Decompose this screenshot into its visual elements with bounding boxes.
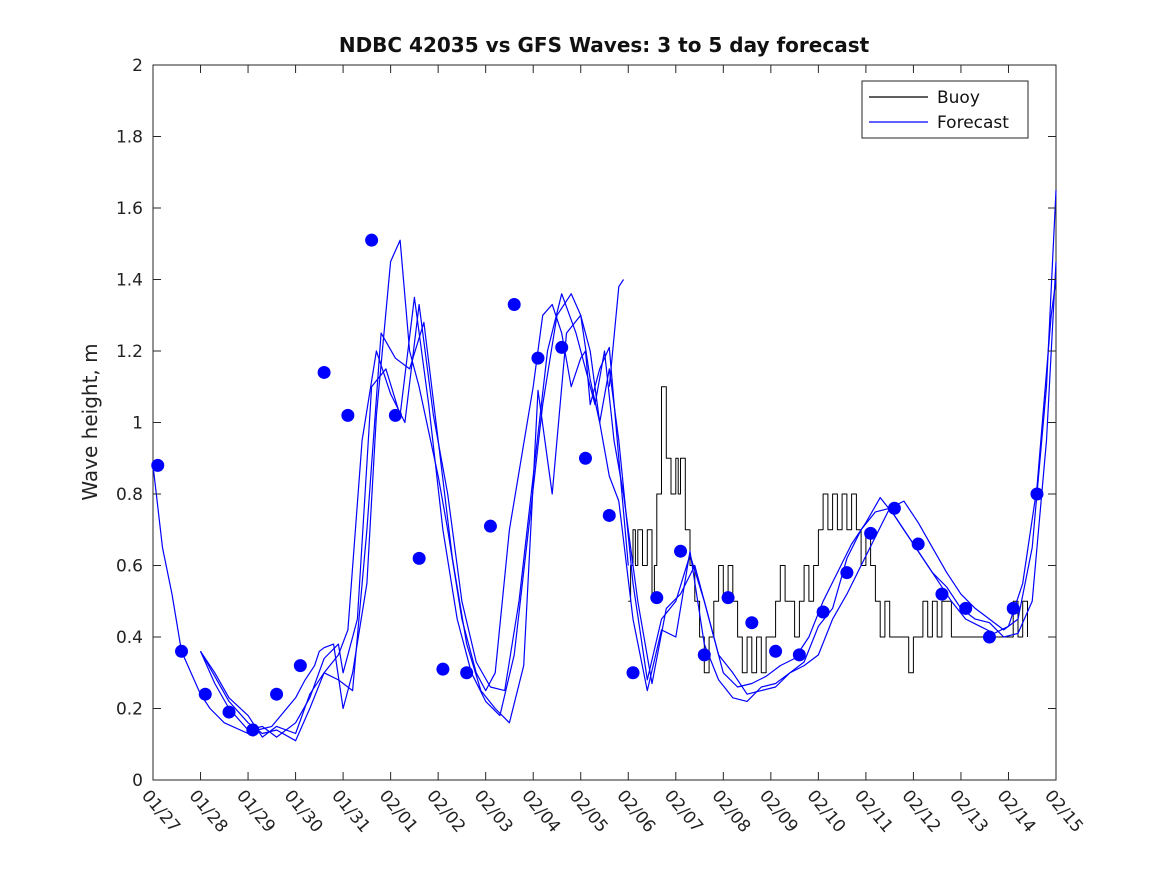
- plot-area: [152, 64, 1057, 781]
- y-tick-label: 1.8: [116, 128, 143, 148]
- forecast-point: [697, 648, 711, 662]
- forecast-point: [483, 519, 497, 533]
- forecast-point: [365, 233, 379, 247]
- marker-layer: [151, 233, 1044, 737]
- forecast-point: [1006, 601, 1020, 615]
- y-tick-label: 0: [132, 771, 143, 791]
- forecast-point: [769, 644, 783, 658]
- forecast-point: [674, 544, 688, 558]
- y-tick-label: 1: [132, 414, 143, 434]
- forecast-point: [745, 616, 759, 630]
- forecast-point: [982, 630, 996, 644]
- legend: Buoy Forecast: [861, 80, 1029, 139]
- forecast-point: [887, 501, 901, 515]
- y-tick-label: 0.8: [116, 485, 143, 505]
- forecast-series-line-2: [199, 190, 1057, 738]
- forecast-point: [911, 537, 925, 551]
- y-tick-label: 1.2: [116, 342, 143, 362]
- forecast-point: [412, 551, 426, 565]
- forecast-point: [222, 705, 236, 719]
- forecast-point: [816, 605, 830, 619]
- forecast-point: [198, 687, 212, 701]
- forecast-point: [626, 666, 640, 680]
- forecast-point: [578, 451, 592, 465]
- forecast-point: [317, 365, 331, 379]
- forecast-point: [293, 659, 307, 673]
- forecast-point: [436, 662, 450, 676]
- forecast-point: [935, 587, 949, 601]
- legend-forecast-label: Forecast: [937, 113, 1009, 133]
- forecast-point: [792, 648, 806, 662]
- chart-title: NDBC 42035 vs GFS Waves: 3 to 5 day fore…: [339, 33, 870, 57]
- legend-buoy-label: Buoy: [937, 88, 980, 108]
- forecast-point: [602, 508, 616, 522]
- forecast-point: [175, 644, 189, 658]
- forecast-series-line-1: [152, 239, 629, 735]
- forecast-point: [341, 408, 355, 422]
- y-tick-label: 1.6: [116, 199, 143, 219]
- buoy-series-line: [628, 386, 1028, 674]
- forecast-point: [959, 601, 973, 615]
- forecast-point: [1030, 487, 1044, 501]
- forecast-point: [531, 351, 545, 365]
- forecast-point: [151, 458, 165, 472]
- forecast-point: [246, 723, 260, 737]
- forecast-point: [721, 591, 735, 605]
- y-tick-label: 2: [132, 56, 143, 76]
- legend-box: [861, 80, 1029, 139]
- forecast-point: [555, 340, 569, 354]
- forecast-point: [270, 687, 284, 701]
- forecast-point: [840, 566, 854, 580]
- forecast-point: [388, 408, 402, 422]
- y-tick-label: 0.6: [116, 557, 143, 577]
- y-tick-label: 0.2: [116, 700, 143, 720]
- y-tick-label: 0.4: [116, 628, 143, 648]
- forecast-point: [460, 666, 474, 680]
- forecast-series-line-5: [608, 279, 625, 387]
- forecast-point: [507, 298, 521, 312]
- forecast-point: [650, 591, 664, 605]
- forecast-point: [864, 526, 878, 540]
- y-axis-label: Wave height, m: [78, 343, 102, 500]
- y-tick-label: 1.4: [116, 271, 143, 291]
